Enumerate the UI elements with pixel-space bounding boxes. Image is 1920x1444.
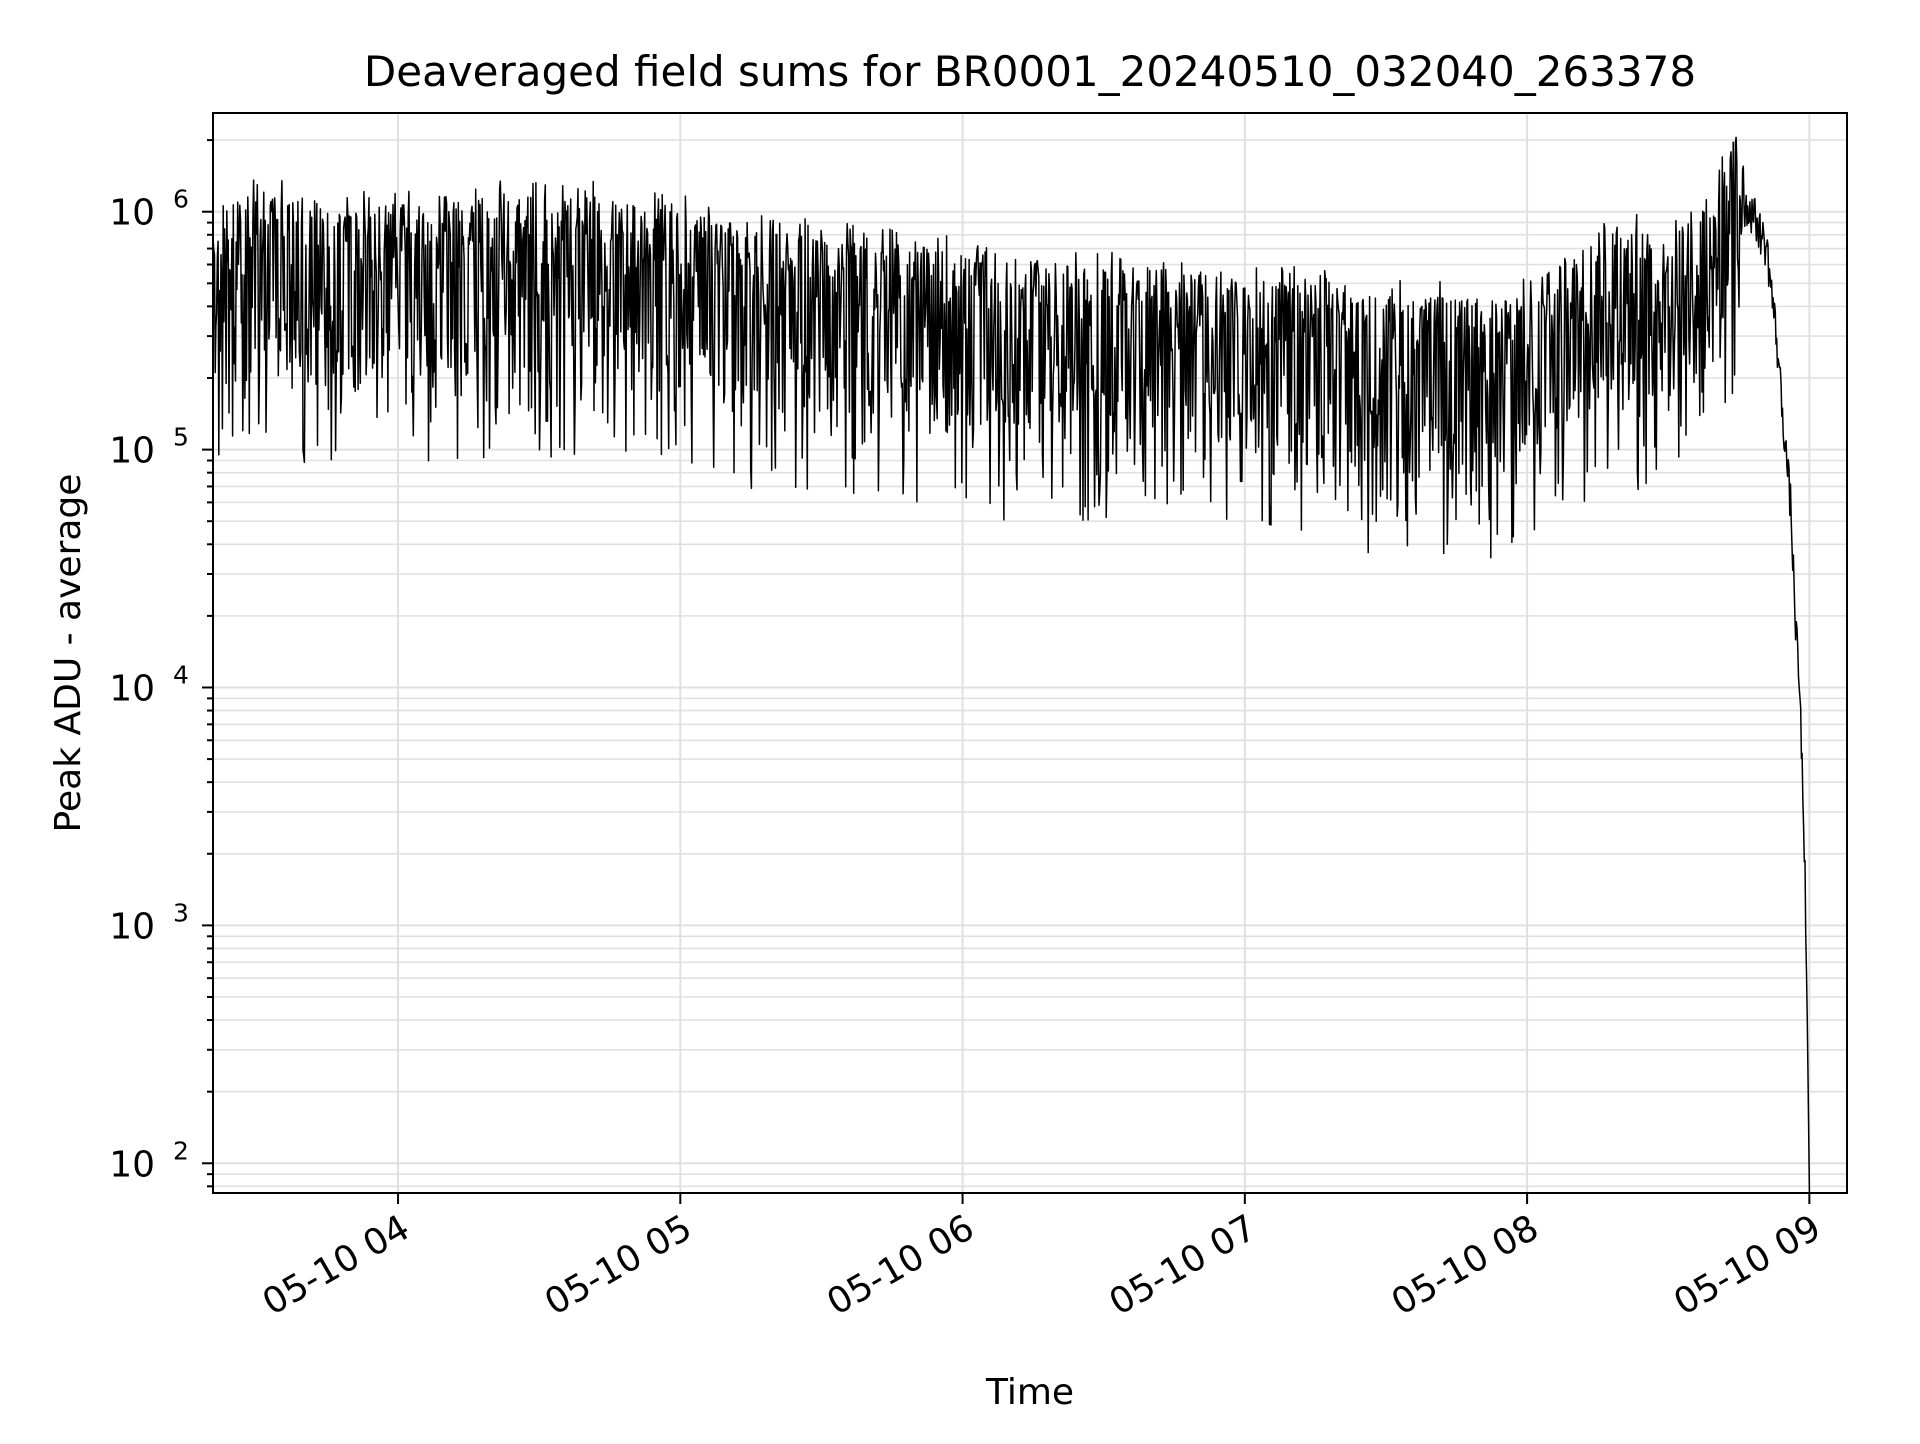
y-tick-label-exponent: 4 (173, 660, 189, 689)
y-tick-label-exponent: 3 (173, 898, 189, 927)
y-tick-label: 10 (109, 906, 155, 947)
y-tick-label: 10 (109, 1144, 155, 1185)
plot-frame (212, 112, 1848, 1194)
series-line (212, 136, 1811, 1194)
y-tick-label: 10 (109, 668, 155, 709)
x-axis-label: Time (985, 1372, 1074, 1413)
y-tick-label: 10 (109, 193, 155, 234)
y-tick-label-exponent: 5 (173, 423, 189, 452)
chart-title: Deaveraged field sums for BR0001_2024051… (364, 47, 1696, 96)
y-tick-label-exponent: 6 (173, 185, 189, 214)
y-tick-label-exponent: 2 (173, 1136, 189, 1165)
data-layer (212, 136, 1811, 1194)
y-tick-label: 10 (109, 431, 155, 472)
y-axis-label: Peak ADU - average (48, 474, 89, 833)
